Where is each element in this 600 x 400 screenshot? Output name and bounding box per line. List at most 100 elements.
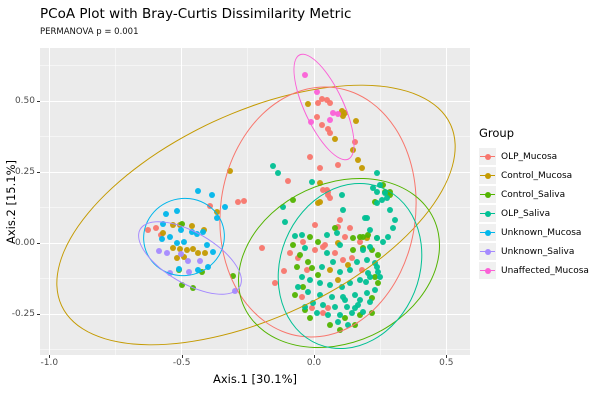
data-point-OLP_Mucosa [235, 199, 242, 206]
data-point-OLP_Saliva [335, 318, 342, 325]
data-point-OLP_Saliva [391, 216, 398, 223]
data-point-OLP_Saliva [318, 264, 325, 271]
data-point-OLP_Saliva [302, 303, 308, 310]
y-tick-label: 0.50 [14, 96, 35, 106]
data-point-Unaffected_Mucosa [330, 109, 337, 116]
data-point-Unknown_Mucosa [174, 240, 181, 246]
gridline-y-major [40, 171, 470, 173]
x-tick-label: -0.5 [172, 358, 191, 368]
data-point-OLP_Saliva [328, 293, 335, 300]
data-point-Unknown_Mucosa [200, 228, 207, 235]
legend-item-label: Unknown_Mucosa [501, 227, 582, 238]
legend-item-label: OLP_Mucosa [501, 151, 558, 162]
plot-panel [40, 48, 470, 355]
data-point-Control_Mucosa [195, 249, 202, 256]
legend-key-dot [484, 229, 491, 236]
y-tick-mark [37, 172, 40, 173]
data-point-OLP_Mucosa [312, 222, 319, 229]
data-point-OLP_Saliva [352, 291, 359, 298]
data-point-OLP_Mucosa [352, 138, 359, 145]
legend-item-OLP_Saliva: OLP_Saliva [479, 204, 589, 223]
legend-key-glyph [479, 243, 496, 260]
legend-item-label: Unknown_Saliva [501, 246, 575, 257]
data-point-OLP_Saliva [339, 207, 346, 214]
data-point-OLP_Mucosa [319, 309, 326, 316]
data-point-Control_Mucosa [170, 222, 177, 229]
data-point-Unknown_Mucosa [194, 230, 200, 237]
data-point-Control_Saliva [349, 234, 356, 241]
x-tick-mark [181, 355, 183, 358]
data-point-OLP_Mucosa [317, 165, 324, 172]
data-point-OLP_Mucosa [286, 249, 293, 256]
data-point-OLP_Saliva [376, 182, 383, 189]
data-point-Control_Mucosa [304, 101, 311, 108]
data-point-OLP_Saliva [363, 257, 370, 264]
legend-item-Control_Mucosa: Control_Mucosa [479, 166, 589, 185]
data-point-Control_Saliva [371, 274, 378, 281]
data-point-OLP_Mucosa [323, 96, 330, 103]
data-point-Control_Saliva [352, 322, 359, 329]
legend-key-glyph [479, 205, 496, 222]
legend-item-label: OLP_Saliva [501, 208, 551, 219]
data-point-OLP_Saliva [386, 207, 393, 214]
data-point-OLP_Saliva [339, 284, 346, 291]
data-point-OLP_Saliva [375, 268, 382, 275]
data-point-OLP_Mucosa [336, 216, 343, 223]
x-tick-label: 0.5 [439, 358, 454, 368]
x-tick-mark [446, 355, 448, 358]
gridline-y-minor [40, 278, 470, 279]
data-point-OLP_Saliva [280, 203, 287, 210]
data-point-OLP_Saliva [371, 259, 378, 266]
data-point-Control_Mucosa [214, 209, 221, 216]
data-point-Control_Mucosa [341, 109, 348, 116]
data-point-OLP_Mucosa [357, 238, 364, 245]
data-point-OLP_Mucosa [348, 255, 355, 262]
data-point-OLP_Mucosa [153, 224, 160, 231]
y-tick-label: 0.00 [14, 238, 35, 248]
data-point-OLP_Saliva [359, 247, 366, 254]
data-point-Control_Mucosa [349, 147, 356, 154]
data-point-Control_Mucosa [344, 261, 351, 268]
data-point-Control_Saliva [190, 284, 197, 291]
data-point-Unaffected_Mucosa [302, 71, 308, 78]
data-point-Unknown_Mucosa [210, 249, 217, 256]
gridline-y-minor [40, 65, 470, 66]
data-point-Control_Saliva [304, 259, 311, 266]
data-point-OLP_Saliva [317, 280, 324, 287]
y-tick-mark [37, 243, 40, 244]
legend-key-dot [484, 210, 491, 217]
y-tick-label: 0.25 [14, 167, 35, 177]
data-point-Control_Saliva [199, 268, 206, 275]
data-point-Control_Saliva [357, 312, 364, 319]
data-point-Unknown_Mucosa [214, 215, 221, 221]
data-point-OLP_Saliva [363, 289, 370, 296]
data-point-OLP_Saliva [373, 188, 380, 195]
data-point-Unaffected_Mucosa [313, 88, 320, 95]
data-point-Control_Mucosa [181, 253, 188, 260]
legend-key-dot [484, 248, 491, 255]
data-point-OLP_Mucosa [335, 161, 342, 168]
gridline-x-major [445, 48, 447, 355]
data-point-Control_Saliva [302, 307, 308, 314]
legend-item-label: Unaffected_Mucosa [501, 265, 589, 276]
data-point-OLP_Saliva [304, 289, 311, 296]
data-point-OLP_Mucosa [325, 126, 332, 133]
data-point-Unknown_Mucosa [163, 211, 170, 218]
data-point-Unknown_Saliva [164, 249, 171, 256]
data-point-Control_Saliva [294, 264, 301, 271]
data-point-OLP_Saliva [371, 286, 378, 293]
legend-item-Unaffected_Mucosa: Unaffected_Mucosa [479, 261, 589, 280]
data-point-Unknown_Mucosa [160, 220, 167, 227]
data-point-Unaffected_Mucosa [335, 111, 342, 118]
data-point-Control_Saliva [375, 280, 382, 287]
data-point-Control_Mucosa [317, 180, 324, 187]
data-point-OLP_Saliva [319, 301, 326, 308]
data-point-Unknown_Mucosa [159, 236, 166, 243]
legend-item-OLP_Mucosa: OLP_Mucosa [479, 147, 589, 166]
data-point-Control_Saliva [326, 322, 333, 329]
data-point-Control_Saliva [179, 220, 186, 227]
data-point-Unknown_Mucosa [189, 228, 196, 235]
data-point-OLP_Mucosa [325, 188, 332, 195]
data-point-Control_Saliva [386, 188, 393, 195]
